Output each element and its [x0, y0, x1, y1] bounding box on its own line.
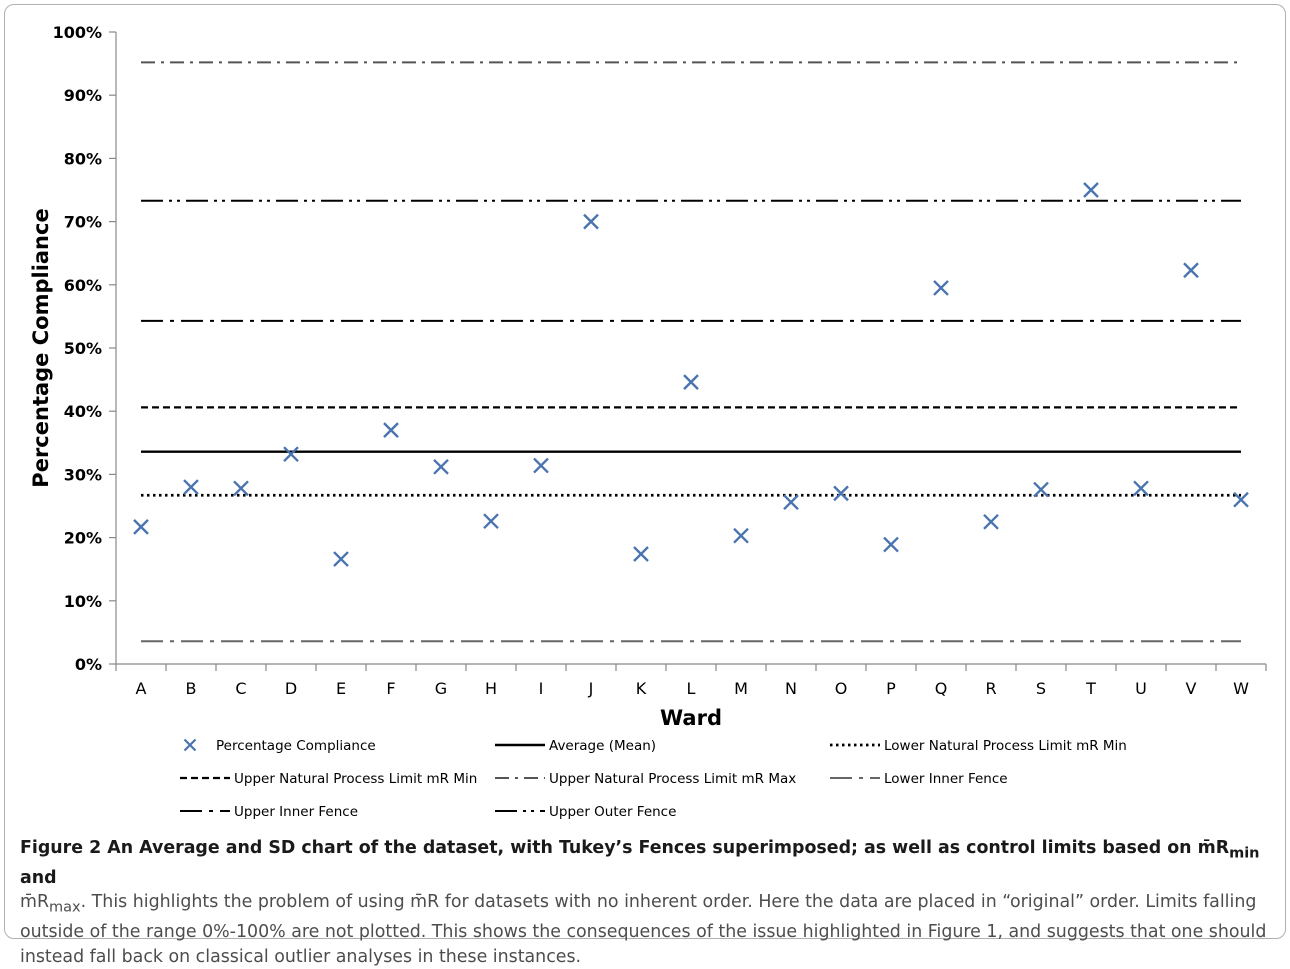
data-point-L [683, 374, 699, 390]
data-point-R [983, 513, 999, 530]
data-point-W [1233, 491, 1249, 508]
legend-marker-percentage-compliance [183, 738, 197, 752]
legend-label-upper-natural-process-limit-mr-max: Upper Natural Process Limit mR Max [549, 771, 796, 787]
x-tick-label: A [136, 679, 147, 698]
data-point-F [383, 422, 399, 439]
legend-label-lower-natural-process-limit-mr-min: Lower Natural Process Limit mR Min [884, 738, 1127, 754]
legend-label-upper-inner-fence: Upper Inner Fence [234, 804, 358, 820]
data-point-G [433, 458, 449, 475]
data-point-T [1083, 182, 1099, 198]
x-tick-label: S [1036, 679, 1046, 698]
x-tick-label: G [435, 679, 447, 698]
data-point-O [833, 485, 849, 502]
x-tick-label: P [886, 679, 896, 698]
x-tick-label: E [336, 679, 346, 698]
y-tick-label: 70% [64, 213, 102, 232]
data-point-P [883, 536, 899, 553]
figure-caption: Figure 2 An Average and SD chart of the … [20, 836, 1275, 969]
x-tick-label: K [636, 679, 647, 698]
x-tick-label: N [785, 679, 797, 698]
x-tick-label: B [186, 679, 197, 698]
x-tick-label: F [386, 679, 395, 698]
x-tick-label: W [1233, 679, 1249, 698]
y-tick-label: 100% [53, 23, 102, 42]
y-tick-label: 30% [64, 465, 102, 484]
x-tick-label: V [1186, 679, 1197, 698]
data-point-J [583, 213, 599, 230]
x-tick-label: D [285, 679, 297, 698]
x-tick-label: O [835, 679, 848, 698]
data-point-A [133, 519, 149, 535]
x-tick-label: R [985, 679, 996, 698]
data-point-B [183, 479, 199, 495]
x-tick-label: L [687, 679, 696, 698]
y-tick-label: 40% [64, 402, 102, 421]
legend-label-average-mean: Average (Mean) [549, 738, 656, 754]
data-point-N [783, 494, 799, 511]
figure-frame [4, 4, 1286, 939]
data-point-H [483, 513, 499, 530]
x-tick-label: H [485, 679, 497, 698]
x-tick-label: Q [935, 679, 948, 698]
y-tick-label: 20% [64, 529, 102, 548]
legend-label-upper-natural-process-limit-mr-min: Upper Natural Process Limit mR Min [234, 771, 477, 787]
data-point-I [533, 457, 549, 474]
x-axis-title: Ward [660, 706, 722, 730]
legend-label-lower-inner-fence: Lower Inner Fence [884, 771, 1008, 787]
y-tick-label: 80% [64, 149, 102, 168]
x-tick-label: U [1135, 679, 1147, 698]
data-point-C [233, 480, 249, 497]
x-tick-label: C [235, 679, 246, 698]
legend-label-upper-outer-fence: Upper Outer Fence [549, 804, 676, 820]
caption-lead: Figure 2 An Average and SD chart of the … [20, 838, 1230, 858]
data-point-D [283, 446, 299, 463]
data-point-V [1183, 262, 1199, 279]
legend-label-percentage-compliance: Percentage Compliance [216, 738, 376, 754]
caption-lead-subscript: min [1229, 845, 1260, 862]
y-axis-title: Percentage Compliance [29, 208, 53, 487]
chart: 0% 10% 20% 30% 40% 50% 60% 70% 80% 90% 100% A B C D E F G… [29, 23, 1267, 820]
y-tick-label: 0% [75, 655, 102, 674]
data-point-U [1133, 480, 1149, 497]
data-point-M [733, 527, 749, 544]
data-point-S [1033, 481, 1049, 498]
y-tick-label: 90% [64, 86, 102, 105]
x-tick-label: T [1085, 679, 1096, 698]
data-point-E [333, 551, 349, 567]
y-tick-label: 10% [64, 592, 102, 611]
x-tick-label: I [539, 679, 544, 698]
data-point-K [633, 546, 649, 562]
x-tick-label: J [588, 679, 594, 698]
y-tick-label: 60% [64, 276, 102, 295]
caption-lead-and: and [20, 867, 57, 888]
caption-line2-symbol: m̄R [20, 892, 50, 913]
caption-line2-subscript: max [49, 899, 81, 916]
y-tick-label: 50% [64, 339, 102, 358]
caption-body: . This highlights the problem of using m… [20, 892, 1267, 967]
x-tick-label: M [734, 679, 748, 698]
data-point-Q [933, 280, 949, 296]
